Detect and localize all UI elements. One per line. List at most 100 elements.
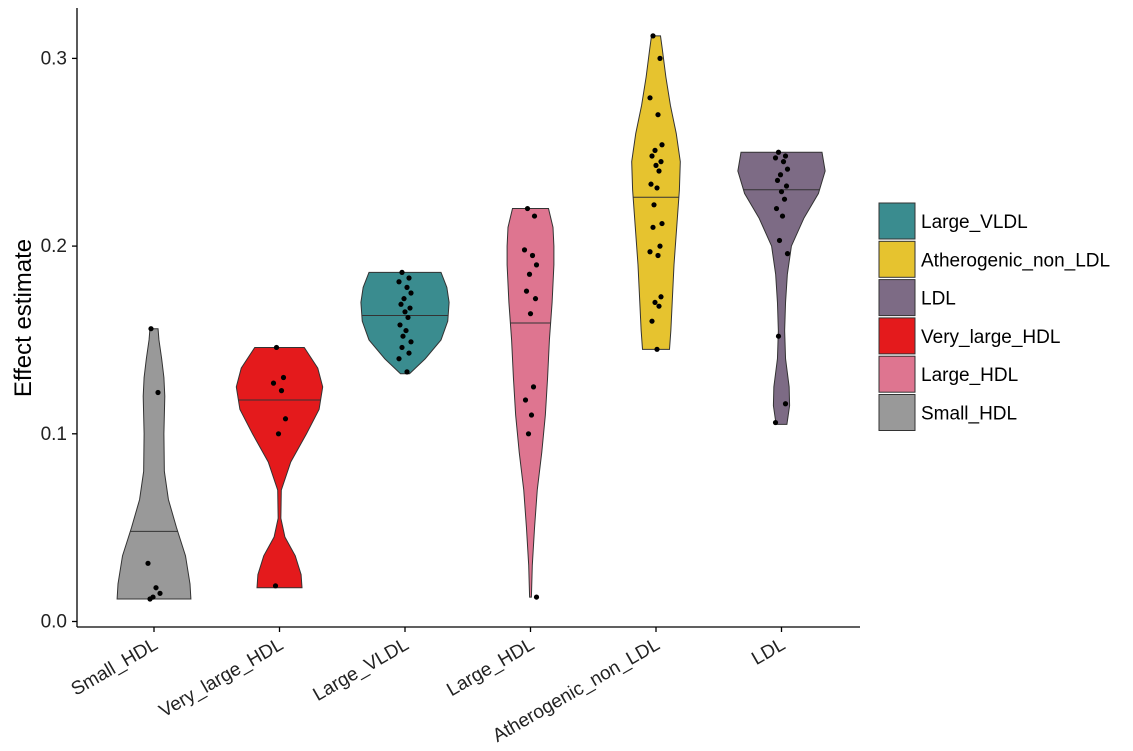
y-axis-label: Effect estimate: [10, 239, 37, 397]
data-point: [522, 397, 529, 403]
legend-label: Very_large_HDL: [921, 327, 1060, 348]
data-point: [772, 419, 779, 426]
violin-Small_HDL: [116, 326, 192, 602]
legend-item: Small_HDL: [878, 394, 1017, 431]
legend-swatch: [878, 394, 916, 431]
data-point: [280, 374, 287, 381]
data-point: [526, 271, 533, 277]
data-point: [402, 309, 408, 315]
data-point: [779, 213, 786, 219]
data-point: [405, 314, 411, 321]
data-point: [157, 590, 163, 596]
data-point: [656, 303, 662, 309]
data-point: [529, 252, 536, 259]
data-point: [400, 333, 406, 339]
data-point: [272, 583, 279, 589]
y-ticks: 0.0 0.1 0.2 0.3: [41, 48, 77, 633]
legend-item: Large_HDL: [878, 355, 1018, 393]
legend-label: Small_HDL: [921, 404, 1017, 425]
data-point: [655, 252, 661, 259]
legend-label: Atherogenic_non_LDL: [921, 250, 1110, 271]
data-point: [521, 247, 528, 253]
data-point: [530, 384, 537, 390]
violin-body: [235, 346, 324, 589]
data-point: [649, 153, 655, 159]
data-point: [406, 275, 412, 281]
data-point: [532, 296, 539, 302]
data-point: [404, 369, 410, 375]
data-point: [406, 350, 412, 356]
data-point: [398, 301, 404, 307]
plot-area: [116, 33, 826, 602]
violin-Very_large_HDL: [235, 344, 324, 589]
legend-label: Large_VLDL: [921, 212, 1028, 233]
x-tick-label: Very_large_HDL: [156, 634, 287, 722]
data-point: [775, 333, 782, 339]
data-point: [648, 181, 654, 187]
legend-item: LDL: [878, 279, 956, 317]
data-point: [278, 388, 285, 394]
data-point: [657, 55, 663, 62]
data-point: [777, 172, 784, 178]
data-point: [531, 213, 538, 219]
violin-Atherogenic_non_LDL: [631, 33, 681, 352]
data-point: [275, 431, 282, 437]
data-point: [657, 243, 663, 249]
data-point: [775, 149, 782, 155]
data-point: [647, 95, 653, 101]
violin-body: [737, 151, 826, 425]
y-tick-label: 0.2: [41, 236, 67, 257]
legend-item: Very_large_HDL: [878, 317, 1060, 355]
x-tick-label: Large_HDL: [443, 634, 538, 701]
data-point: [782, 401, 789, 407]
data-point: [525, 431, 532, 437]
data-point: [533, 262, 540, 268]
data-point: [772, 155, 779, 161]
data-point: [653, 162, 659, 168]
x-tick-label: Large_VLDL: [310, 634, 413, 706]
data-point: [654, 185, 660, 191]
legend-swatch: [878, 355, 916, 393]
legend-label: Large_HDL: [921, 365, 1018, 386]
data-point: [658, 294, 664, 300]
data-point: [147, 596, 153, 602]
data-point: [650, 33, 656, 39]
violin-LDL: [737, 149, 826, 426]
data-point: [656, 168, 662, 174]
data-point: [659, 220, 665, 227]
legend: Large_VLDL Atherogenic_non_LDL LDL Very_lar…: [878, 202, 1110, 431]
legend-label: LDL: [921, 289, 956, 310]
data-point: [651, 202, 657, 208]
legend-swatch: [878, 240, 916, 278]
data-point: [528, 412, 535, 418]
data-point: [655, 112, 661, 118]
violin-body: [116, 328, 192, 600]
data-point: [533, 594, 540, 600]
data-point: [399, 344, 405, 351]
data-point: [649, 318, 655, 324]
data-point: [784, 166, 791, 172]
data-point: [282, 416, 289, 422]
data-point: [404, 284, 410, 290]
data-point: [153, 585, 159, 591]
y-tick-label: 0.3: [41, 48, 67, 69]
data-point: [396, 279, 402, 285]
data-point: [776, 237, 783, 244]
data-point: [524, 205, 531, 212]
data-point: [773, 205, 780, 212]
data-point: [145, 560, 151, 566]
data-point: [527, 311, 534, 317]
data-point: [652, 299, 658, 306]
data-point: [270, 380, 277, 386]
data-point: [273, 344, 280, 351]
data-point: [407, 305, 413, 311]
data-point: [774, 177, 781, 184]
legend-swatch: [878, 317, 916, 355]
data-point: [647, 249, 653, 255]
data-point: [403, 327, 409, 334]
data-point: [523, 288, 530, 294]
data-point: [408, 290, 414, 296]
y-tick-label: 0.1: [41, 424, 67, 445]
